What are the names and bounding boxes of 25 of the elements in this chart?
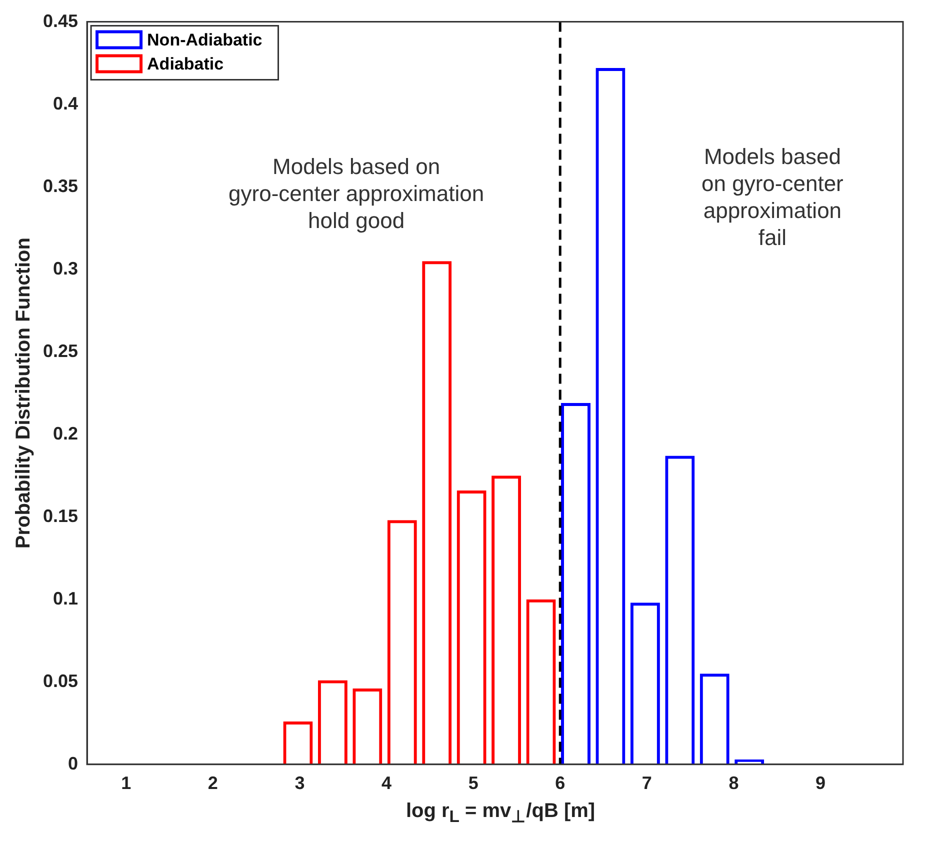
x-tick-label: 2 <box>208 773 218 794</box>
y-axis-title: Probability Distribution Function <box>12 238 35 549</box>
x-tick-label: 3 <box>294 773 305 794</box>
x-tick-label: 6 <box>555 773 566 794</box>
legend-label: Adiabatic <box>147 54 224 74</box>
y-tick-label: 0.15 <box>42 506 78 526</box>
y-tick-label: 0 <box>68 753 78 774</box>
x-tick-label: 5 <box>468 773 478 794</box>
x-tick-label: 4 <box>382 773 392 794</box>
x-axis-title: log r$_{L}$ = mv$_{⊥}$/qB [m] <box>404 800 596 827</box>
annotation: Models based on gyro-center approximation fail <box>702 144 844 250</box>
x-tick-label: 8 <box>728 773 739 794</box>
y-tick-label: 0.3 <box>53 258 78 278</box>
legend-label: Non-Adiabatic <box>147 30 262 50</box>
y-tick-label: 0.25 <box>42 340 78 361</box>
y-tick-label: 0.2 <box>53 423 78 444</box>
y-tick-label: 0.35 <box>42 176 78 196</box>
y-tick-label: 0.45 <box>42 10 78 31</box>
annotation: Models based on gyro-center approximation hold good <box>228 154 484 233</box>
x-tick-label: 9 <box>816 773 826 794</box>
y-tick-label: 0.05 <box>42 670 78 691</box>
y-tick-label: 0.4 <box>53 93 78 114</box>
y-tick-label: 0.1 <box>53 588 78 608</box>
x-tick-label: 1 <box>121 773 132 794</box>
x-tick-label: 7 <box>642 773 652 794</box>
